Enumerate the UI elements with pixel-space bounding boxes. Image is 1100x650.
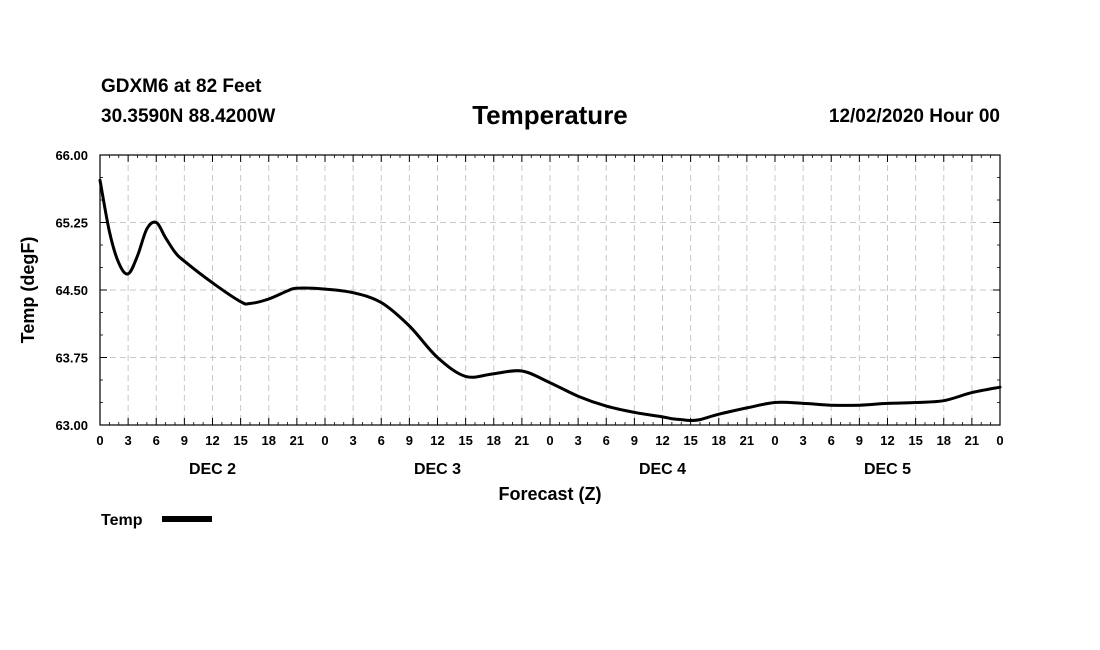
legend-swatch: [162, 516, 212, 522]
x-tick-label: 12: [205, 433, 219, 448]
forecast-date-label: 12/02/2020 Hour 00: [828, 106, 1000, 127]
x-tick-label: 6: [828, 433, 835, 448]
y-tick-label: 65.25: [55, 216, 88, 231]
x-tick-label: 3: [575, 433, 582, 448]
y-axis-title: Temp (degF): [18, 237, 38, 344]
x-tick-label: 9: [406, 433, 413, 448]
x-tick-label: 0: [771, 433, 778, 448]
x-tick-label: 9: [631, 433, 638, 448]
x-tick-label: 18: [487, 433, 501, 448]
day-label: DEC 3: [414, 461, 461, 478]
x-tick-label: 6: [378, 433, 385, 448]
x-tick-label: 12: [430, 433, 444, 448]
y-tick-label: 66.00: [55, 148, 88, 163]
x-tick-label: 0: [996, 433, 1003, 448]
x-tick-label: 9: [181, 433, 188, 448]
y-tick-label: 63.00: [55, 418, 88, 433]
x-tick-label: 18: [262, 433, 276, 448]
x-tick-label: 15: [233, 433, 247, 448]
x-tick-label: 6: [603, 433, 610, 448]
x-tick-label: 3: [800, 433, 807, 448]
x-tick-label: 0: [96, 433, 103, 448]
temp-series-line: [98, 178, 1002, 423]
x-tick-label: 18: [937, 433, 951, 448]
x-tick-label: 9: [856, 433, 863, 448]
x-tick-label: 21: [290, 433, 304, 448]
day-label: DEC 4: [639, 461, 686, 478]
x-tick-label: 18: [712, 433, 726, 448]
x-tick-label: 3: [350, 433, 357, 448]
x-tick-label: 21: [965, 433, 979, 448]
x-tick-label: 15: [908, 433, 922, 448]
x-tick-label: 12: [655, 433, 669, 448]
axis-labels: 0 3 6 9 12 15 18 21 0 3 6 9 12 15 18 21 0 3 6 9 12 15 18 21 0 3 6 9…: [55, 148, 1003, 478]
plot-frame: [99, 154, 1001, 426]
day-label: DEC 2: [189, 461, 236, 478]
day-label: DEC 5: [864, 461, 911, 478]
y-tick-label: 63.75: [55, 351, 88, 366]
x-tick-label: 15: [683, 433, 697, 448]
x-tick-label: 0: [321, 433, 328, 448]
x-tick-label: 21: [740, 433, 754, 448]
x-axis-title: Forecast (Z): [498, 484, 601, 504]
x-tick-label: 21: [515, 433, 529, 448]
x-tick-label: 6: [153, 433, 160, 448]
x-tick-label: 3: [125, 433, 132, 448]
x-tick-label: 15: [458, 433, 472, 448]
grid-lines: [100, 155, 1000, 425]
coordinates-label: 30.3590N 88.4200W: [101, 106, 276, 127]
legend-label: Temp: [101, 512, 143, 529]
x-tick-label: 12: [880, 433, 894, 448]
station-label: GDXM6 at 82 Feet: [101, 76, 262, 97]
x-tick-label: 0: [546, 433, 553, 448]
chart-title: Temperature: [472, 100, 628, 130]
y-tick-label: 64.50: [55, 283, 88, 298]
